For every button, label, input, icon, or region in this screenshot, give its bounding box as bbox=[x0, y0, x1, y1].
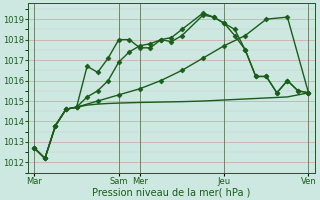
X-axis label: Pression niveau de la mer( hPa ): Pression niveau de la mer( hPa ) bbox=[92, 187, 251, 197]
